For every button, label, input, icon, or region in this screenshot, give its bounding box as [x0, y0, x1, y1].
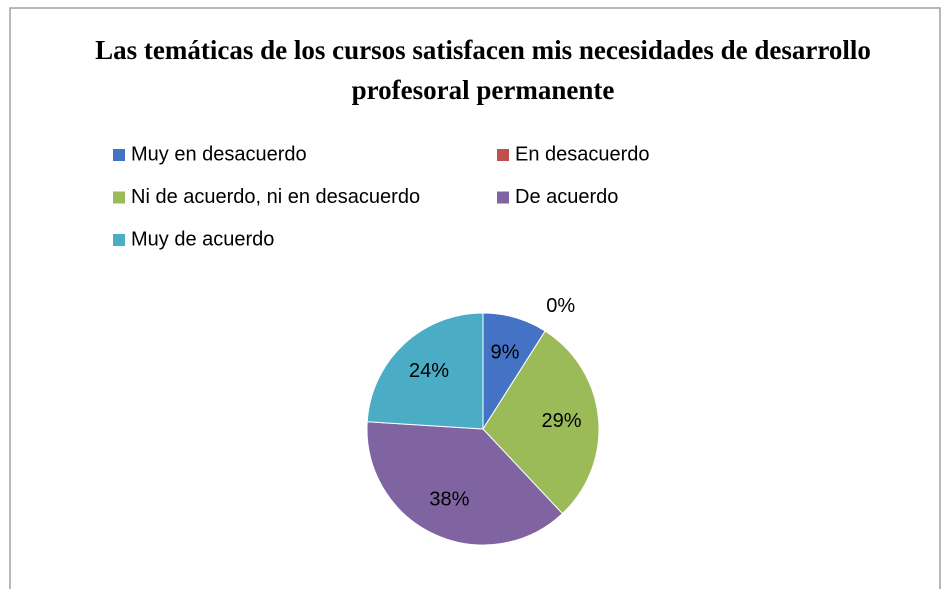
pie-slice	[366, 312, 484, 430]
legend-label: En desacuerdo	[515, 143, 650, 165]
data-label: 29%	[542, 410, 582, 432]
legend-swatch	[113, 234, 125, 246]
chart-title: Las temáticas de los cursos satisfacen m…	[95, 35, 871, 105]
legend-swatch	[113, 191, 125, 204]
legend-swatch	[497, 191, 509, 204]
legend-swatch	[497, 149, 509, 161]
chart-frame	[9, 7, 941, 589]
legend-label: Ni de acuerdo, ni en desacuerdo	[131, 186, 420, 208]
legend-swatch	[113, 149, 125, 161]
pie-slice	[482, 330, 600, 515]
data-label: 38%	[429, 489, 469, 511]
data-label: 0%	[546, 295, 575, 317]
pie-slice	[366, 421, 564, 546]
legend-label: Muy en desacuerdo	[131, 143, 307, 165]
data-label: 24%	[409, 360, 449, 382]
legend-label: Muy de acuerdo	[131, 228, 274, 250]
data-label: 9%	[491, 342, 520, 364]
legend-label: De acuerdo	[515, 186, 618, 208]
